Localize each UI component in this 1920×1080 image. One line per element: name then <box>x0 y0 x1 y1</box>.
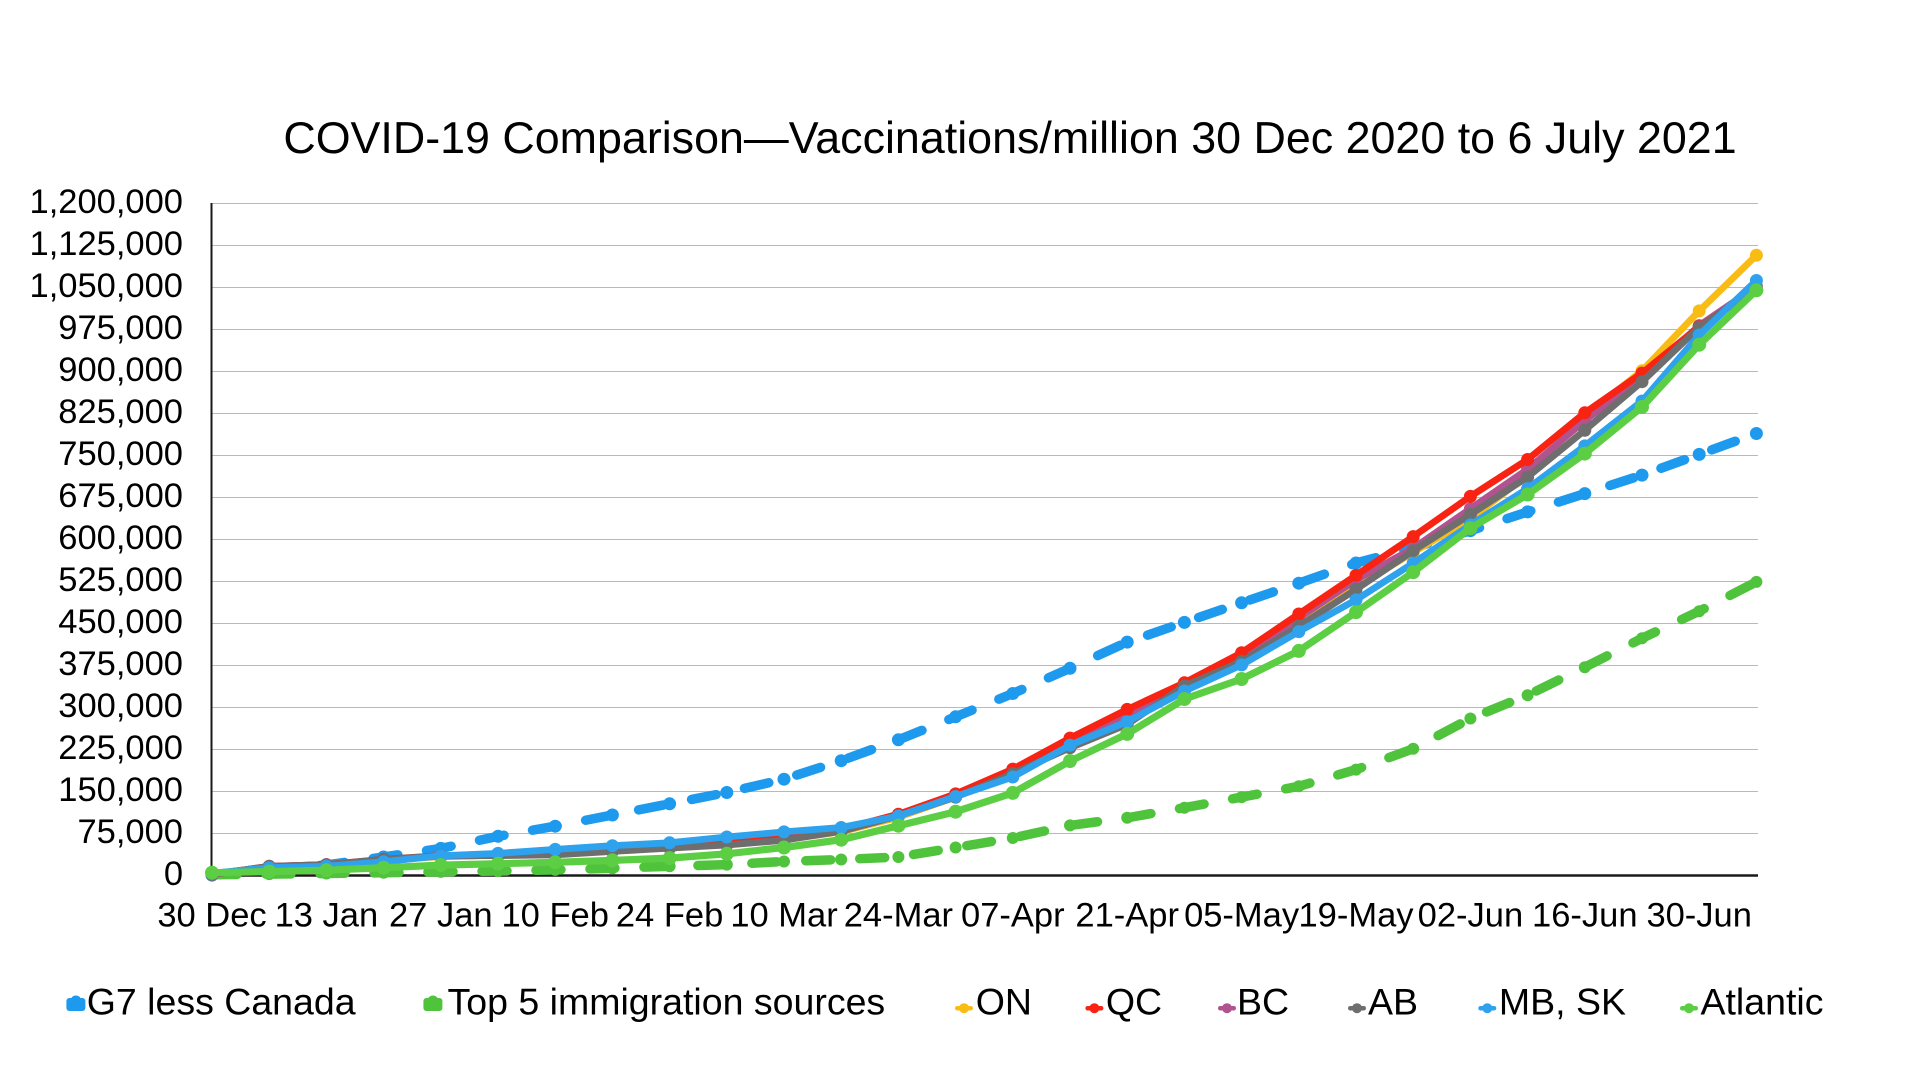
svg-text:COVID-19 Comparison—Vaccinatio: COVID-19 Comparison—Vaccinations/million… <box>283 113 1736 163</box>
svg-text:10 Feb: 10 Feb <box>501 897 608 935</box>
svg-text:02-Jun: 02-Jun <box>1418 897 1524 935</box>
svg-text:10 Mar: 10 Mar <box>730 897 837 935</box>
svg-text:975,000: 975,000 <box>58 309 183 347</box>
svg-text:13 Jan: 13 Jan <box>275 897 379 935</box>
svg-text:ON: ON <box>976 981 1032 1023</box>
svg-text:1,125,000: 1,125,000 <box>30 225 183 263</box>
svg-text:05-May: 05-May <box>1184 897 1300 935</box>
svg-text:Atlantic: Atlantic <box>1701 981 1824 1023</box>
svg-text:24-Mar: 24-Mar <box>844 897 953 935</box>
svg-text:G7 less Canada: G7 less Canada <box>87 981 356 1023</box>
svg-text:AB: AB <box>1368 981 1418 1023</box>
svg-text:1,200,000: 1,200,000 <box>30 183 183 221</box>
svg-text:MB, SK: MB, SK <box>1499 981 1626 1023</box>
svg-text:525,000: 525,000 <box>58 561 183 599</box>
svg-text:450,000: 450,000 <box>58 603 183 641</box>
svg-text:30 Dec: 30 Dec <box>157 897 266 935</box>
svg-text:0: 0 <box>164 855 183 893</box>
svg-text:19-May: 19-May <box>1298 897 1414 935</box>
svg-text:300,000: 300,000 <box>58 687 183 725</box>
svg-text:QC: QC <box>1106 981 1162 1023</box>
svg-text:750,000: 750,000 <box>58 435 183 473</box>
svg-text:675,000: 675,000 <box>58 477 183 515</box>
svg-text:375,000: 375,000 <box>58 645 183 683</box>
svg-text:27 Jan: 27 Jan <box>389 897 493 935</box>
svg-text:1,050,000: 1,050,000 <box>30 267 183 305</box>
svg-text:150,000: 150,000 <box>58 771 183 809</box>
svg-text:75,000: 75,000 <box>77 813 183 851</box>
svg-text:07-Apr: 07-Apr <box>961 897 1065 935</box>
svg-text:BC: BC <box>1237 981 1289 1023</box>
svg-text:16-Jun: 16-Jun <box>1532 897 1638 935</box>
svg-text:825,000: 825,000 <box>58 393 183 431</box>
svg-text:900,000: 900,000 <box>58 351 183 389</box>
svg-text:Top 5 immigration sources: Top 5 immigration sources <box>448 981 886 1023</box>
svg-text:24 Feb: 24 Feb <box>616 897 723 935</box>
svg-text:600,000: 600,000 <box>58 519 183 557</box>
svg-text:30-Jun: 30-Jun <box>1646 897 1752 935</box>
svg-text:225,000: 225,000 <box>58 729 183 767</box>
svg-text:21-Apr: 21-Apr <box>1075 897 1179 935</box>
